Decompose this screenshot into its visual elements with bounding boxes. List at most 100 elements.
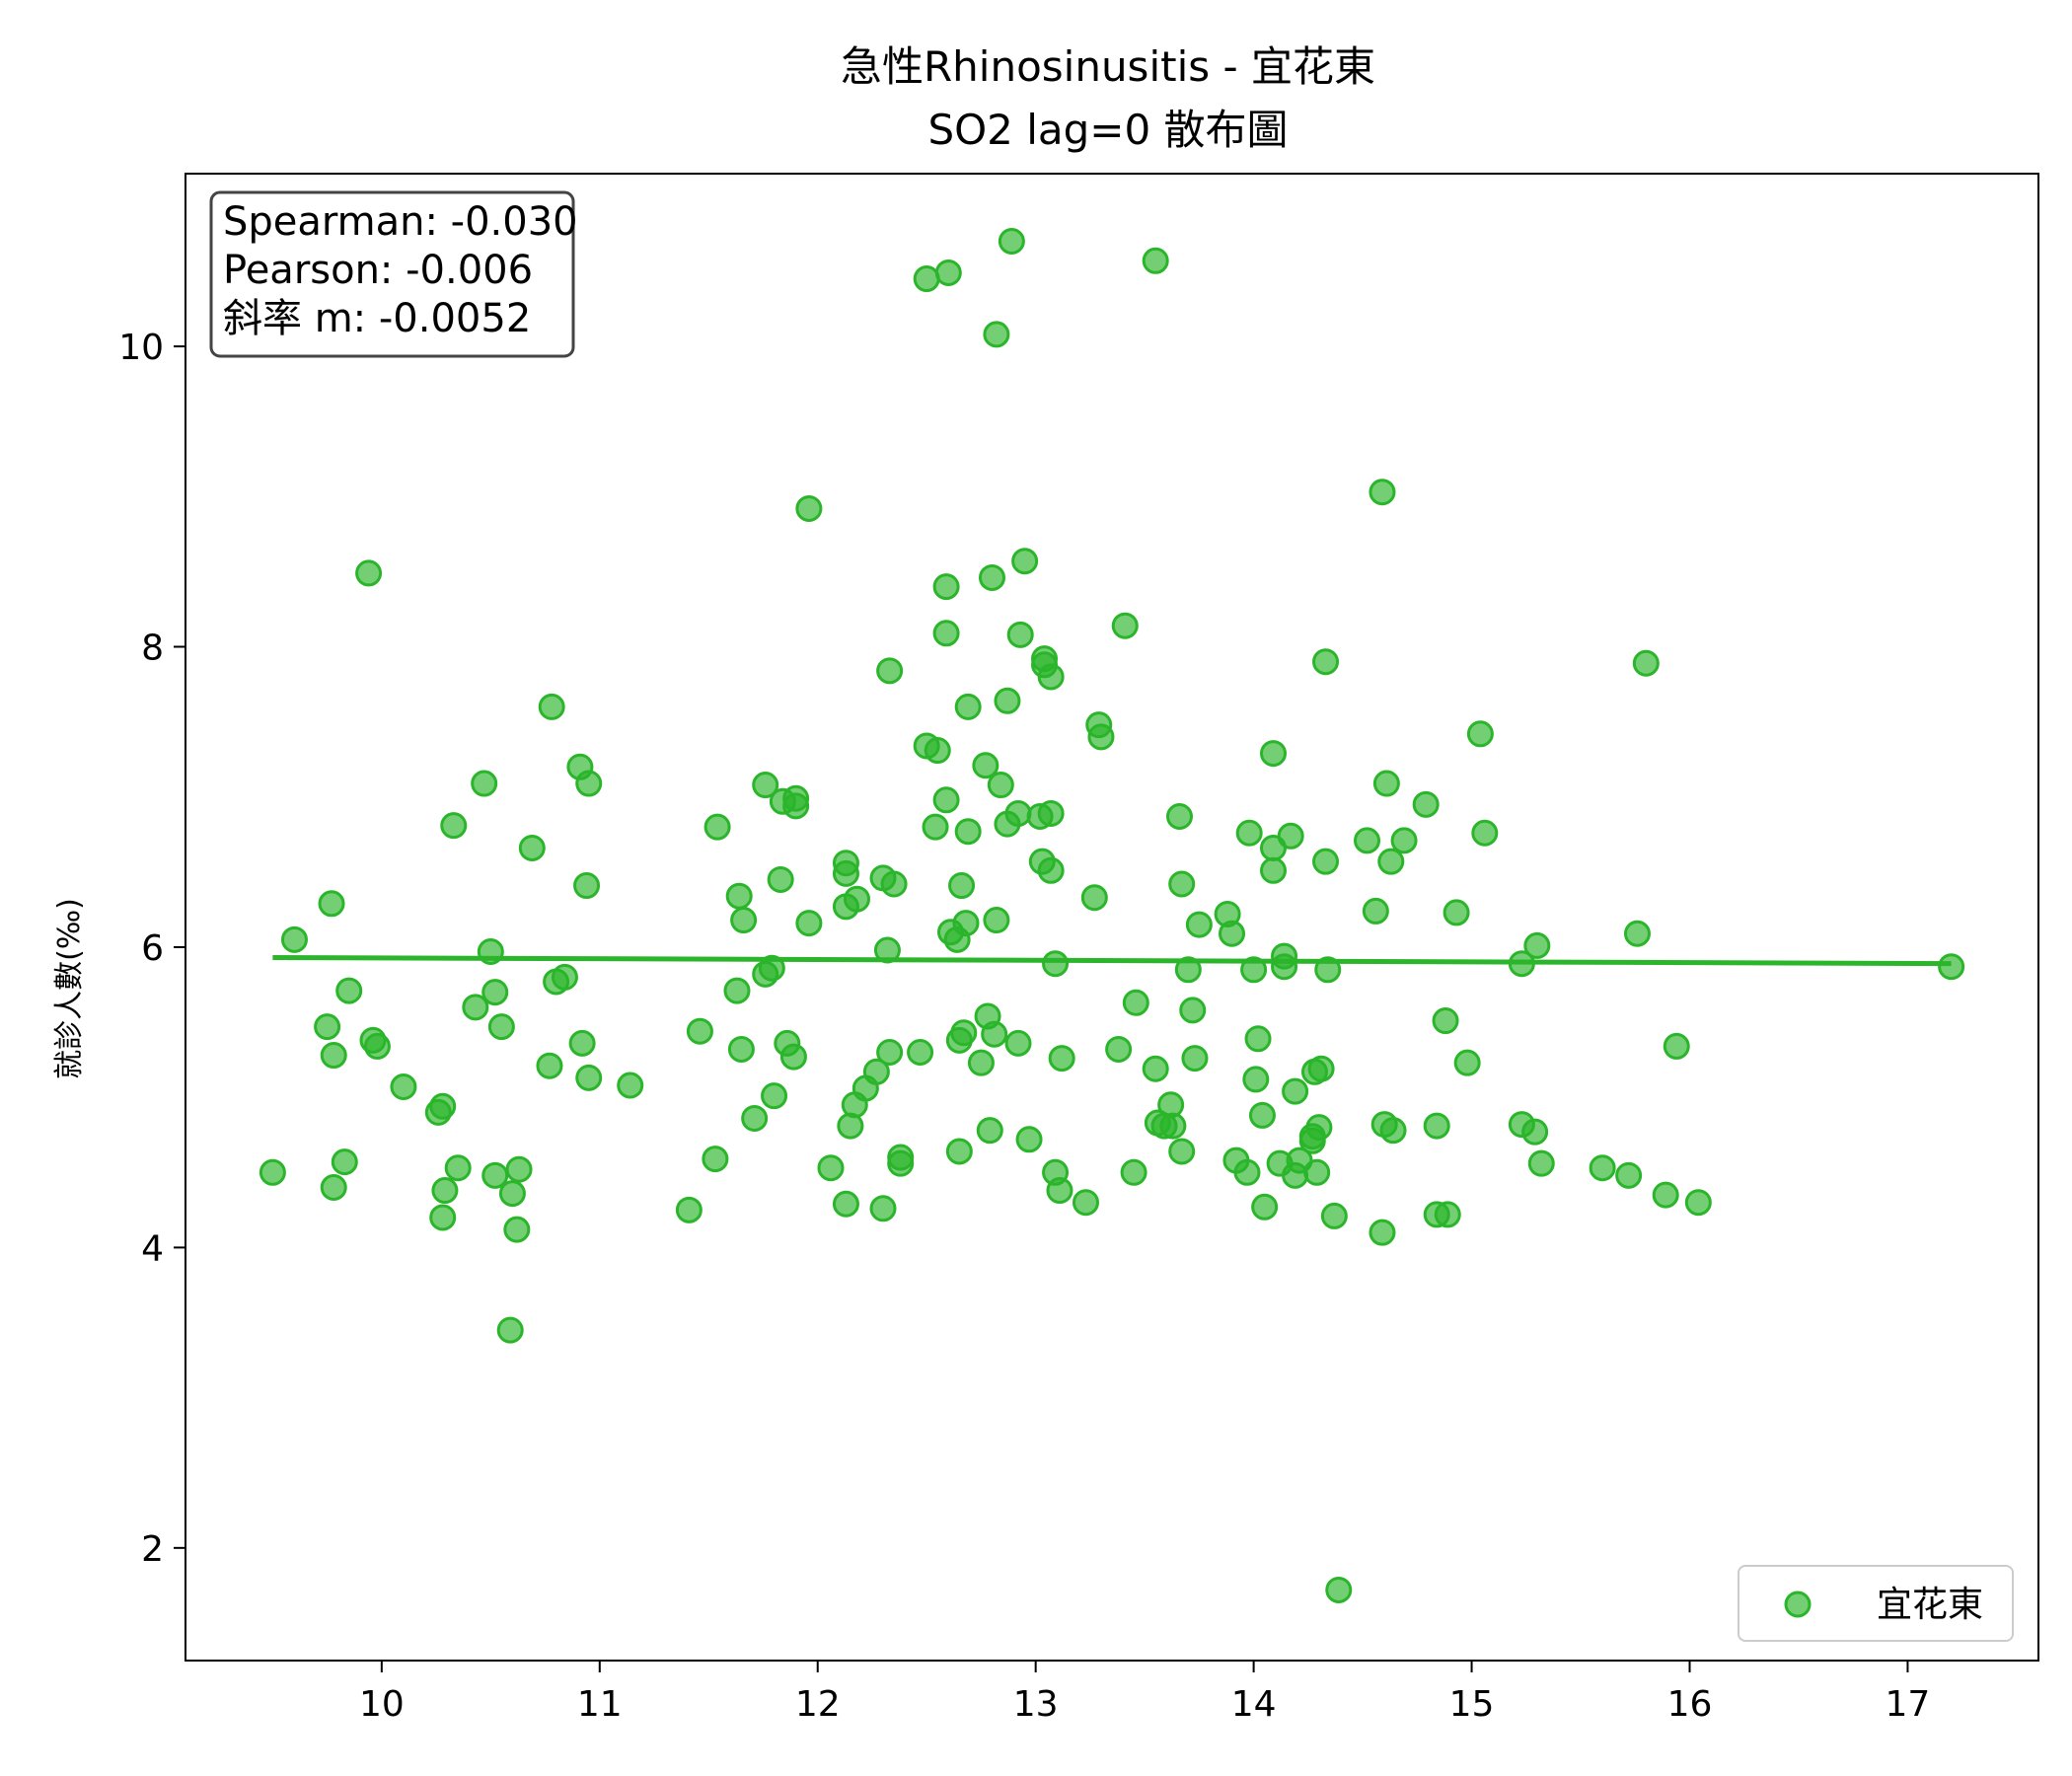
data-point <box>1235 819 1263 847</box>
y-tick-label: 4 <box>141 1228 164 1269</box>
x-tick-label: 10 <box>359 1684 405 1725</box>
data-point <box>832 1190 859 1218</box>
data-point <box>1652 1181 1679 1209</box>
data-point <box>1259 856 1287 884</box>
data-point <box>1325 1576 1353 1603</box>
data-point <box>1179 997 1207 1024</box>
data-point <box>741 1104 769 1132</box>
data-point <box>1423 1112 1450 1140</box>
data-point <box>575 1064 603 1091</box>
data-point <box>1037 799 1065 827</box>
data-point <box>471 770 498 797</box>
data-point <box>1142 247 1169 274</box>
data-point <box>1006 621 1034 648</box>
data-point <box>536 1052 563 1079</box>
data-point <box>331 1148 358 1176</box>
data-point <box>907 1039 934 1066</box>
y-tick-label: 2 <box>141 1529 164 1570</box>
stats-box-frame <box>209 190 575 358</box>
data-point <box>1663 1032 1690 1060</box>
data-point <box>481 979 509 1006</box>
y-tick-label: 8 <box>141 629 164 669</box>
data-point <box>976 1117 1003 1145</box>
data-point <box>1453 1049 1481 1076</box>
data-point <box>1046 1177 1073 1205</box>
data-point <box>1523 931 1551 959</box>
data-point <box>1432 1007 1459 1035</box>
data-point <box>1362 897 1389 925</box>
data-point <box>702 1146 729 1173</box>
y-tick-label: 10 <box>118 328 164 368</box>
data-point <box>1527 1149 1555 1177</box>
data-point <box>887 1149 915 1177</box>
data-point <box>1048 1045 1075 1073</box>
data-point <box>727 1035 755 1063</box>
data-point <box>320 1174 347 1201</box>
data-point <box>922 813 949 841</box>
legend-marker <box>1784 1591 1812 1618</box>
x-tick-label: 17 <box>1886 1684 1931 1725</box>
data-point <box>1242 1066 1270 1093</box>
data-point <box>948 872 976 900</box>
data-point <box>1623 920 1651 947</box>
chart-title: 急性Rhinosinusitis - 宜花東 <box>841 42 1375 91</box>
data-point <box>1377 848 1405 875</box>
data-point <box>723 977 751 1004</box>
data-point <box>1037 856 1065 884</box>
x-tick-label: 12 <box>795 1684 841 1725</box>
data-point <box>1320 1202 1348 1229</box>
data-point <box>1390 827 1418 854</box>
data-point <box>1174 956 1202 984</box>
data-point <box>954 693 982 720</box>
data-point <box>952 910 980 937</box>
data-point <box>880 870 908 898</box>
data-point <box>390 1073 417 1101</box>
data-point <box>1521 1118 1549 1146</box>
data-point <box>1277 822 1304 850</box>
data-point <box>817 1154 845 1182</box>
data-point <box>355 559 383 587</box>
data-point <box>978 563 1005 591</box>
data-point <box>1471 819 1499 847</box>
data-point <box>983 321 1010 348</box>
data-point <box>1369 1219 1396 1246</box>
data-point <box>795 910 823 937</box>
data-point <box>837 1112 864 1140</box>
data-point <box>617 1072 644 1099</box>
data-point <box>1004 799 1032 827</box>
data-point <box>551 963 578 991</box>
data-point <box>924 737 951 765</box>
data-point <box>1632 649 1660 677</box>
data-point <box>1259 740 1287 768</box>
axis-ticks: 10 11 12 13 14 15 16 17 2 4 6 8 10 <box>118 328 1930 1725</box>
data-point <box>1111 612 1139 639</box>
x-tick-label: 15 <box>1449 1684 1495 1725</box>
data-point <box>462 994 489 1021</box>
data-point <box>1072 1189 1099 1217</box>
data-point <box>575 770 603 797</box>
data-point <box>1142 1055 1169 1082</box>
data-point <box>967 1049 995 1076</box>
data-point <box>1589 1154 1616 1182</box>
stats-box: Spearman: -0.030 Pearson: -0.006 斜率 m: -… <box>209 190 578 358</box>
data-point <box>972 752 999 779</box>
data-point <box>686 1017 713 1045</box>
data-points <box>259 228 1965 1603</box>
data-point <box>913 265 940 293</box>
data-point <box>1307 1055 1335 1082</box>
data-point <box>259 1158 286 1186</box>
data-point <box>1011 548 1039 575</box>
data-point <box>932 573 960 601</box>
data-point <box>725 882 753 910</box>
x-tick-label: 11 <box>577 1684 623 1725</box>
data-point <box>932 620 960 647</box>
data-point <box>363 1032 391 1060</box>
data-point <box>795 494 823 522</box>
data-point <box>1443 899 1470 926</box>
data-point <box>998 228 1025 255</box>
data-point <box>1938 953 1965 981</box>
data-point <box>876 1039 904 1066</box>
data-point <box>1248 1101 1276 1129</box>
data-point <box>981 1020 1008 1048</box>
data-point <box>1122 989 1149 1016</box>
